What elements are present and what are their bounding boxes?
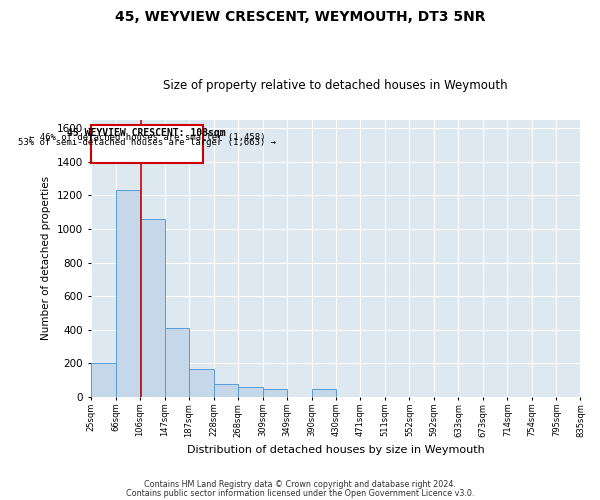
Bar [140,219,164,397]
Bar [91,364,116,397]
Bar [263,388,287,397]
Text: 53% of semi-detached houses are larger (1,663) →: 53% of semi-detached houses are larger (… [18,138,276,147]
FancyBboxPatch shape [91,124,203,164]
Text: 45, WEYVIEW CRESCENT, WEYMOUTH, DT3 5NR: 45, WEYVIEW CRESCENT, WEYMOUTH, DT3 5NR [115,10,485,24]
Bar [311,388,335,397]
Bar [116,190,140,397]
Bar [164,328,189,397]
X-axis label: Distribution of detached houses by size in Weymouth: Distribution of detached houses by size … [187,445,485,455]
Text: 45 WEYVIEW CRESCENT: 108sqm: 45 WEYVIEW CRESCENT: 108sqm [67,128,226,138]
Title: Size of property relative to detached houses in Weymouth: Size of property relative to detached ho… [163,79,508,92]
Text: ← 46% of detached houses are smaller (1,458): ← 46% of detached houses are smaller (1,… [29,133,265,142]
Text: Contains HM Land Registry data © Crown copyright and database right 2024.: Contains HM Land Registry data © Crown c… [144,480,456,489]
Text: Contains public sector information licensed under the Open Government Licence v3: Contains public sector information licen… [126,488,474,498]
Bar [214,384,238,397]
Y-axis label: Number of detached properties: Number of detached properties [41,176,52,340]
Bar [189,368,214,397]
Bar [238,387,263,397]
